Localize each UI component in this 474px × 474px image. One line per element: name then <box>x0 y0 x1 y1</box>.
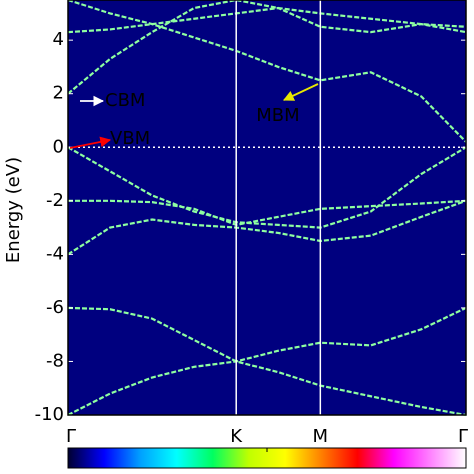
x-tick-label: Γ <box>66 426 76 447</box>
band <box>68 199 467 227</box>
x-tick-label: K <box>230 426 243 447</box>
annotation: VBM <box>110 128 150 149</box>
band <box>67 0 467 143</box>
plot-background <box>68 0 466 415</box>
x-tick-label: Γ <box>458 426 468 447</box>
y-tick-label: -4 <box>46 243 64 264</box>
y-tick-label: -10 <box>35 404 64 425</box>
band <box>67 6 467 34</box>
y-axis-label: Energy (eV) <box>3 157 24 263</box>
band <box>67 146 467 229</box>
y-tick-label: 2 <box>53 83 64 104</box>
x-tick-label: M <box>313 426 329 447</box>
y-tick-label: -8 <box>46 350 64 371</box>
annotation: CBM <box>105 90 145 111</box>
annotation-arrow <box>283 83 319 101</box>
y-tick-label: 0 <box>53 136 64 157</box>
band <box>67 0 467 95</box>
annotation: MBM <box>256 105 299 126</box>
y-tick-label: 4 <box>53 29 64 50</box>
y-tick-label: -2 <box>46 190 64 211</box>
band <box>67 306 467 416</box>
plot-frame <box>67 0 467 416</box>
annotation-arrow <box>69 136 112 149</box>
band <box>67 306 467 417</box>
band <box>67 199 467 256</box>
y-tick-label: -6 <box>46 297 64 318</box>
